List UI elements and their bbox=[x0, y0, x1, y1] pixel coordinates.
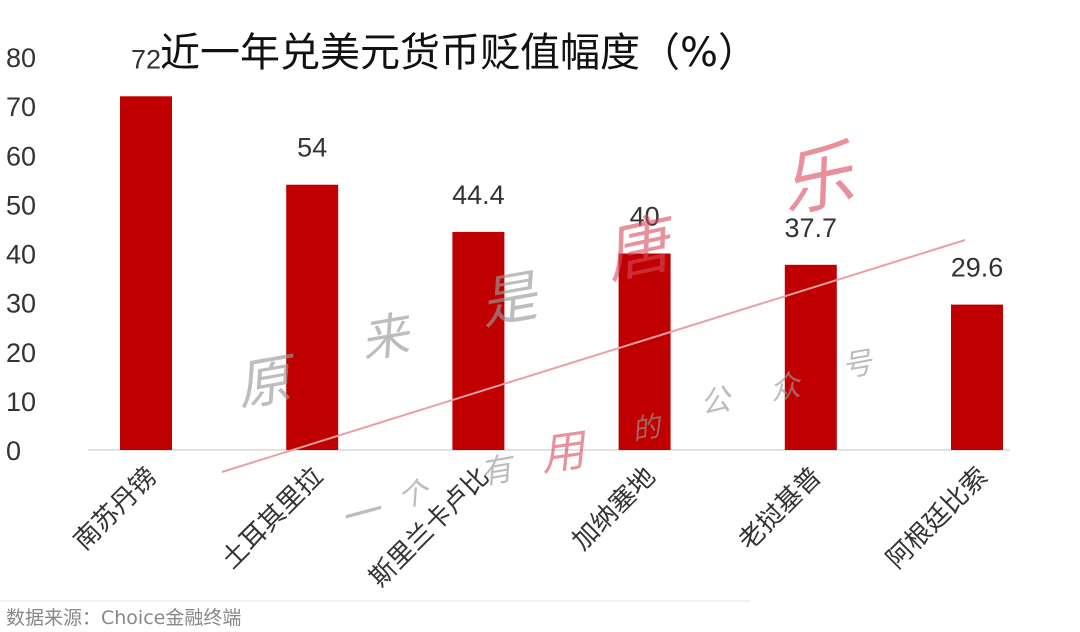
y-tick-label: 30 bbox=[6, 289, 36, 319]
category-label: 阿根廷比索 bbox=[881, 462, 994, 575]
bar-series bbox=[120, 96, 1003, 451]
y-tick-label: 0 bbox=[6, 436, 21, 466]
watermark-char: 用 bbox=[537, 424, 592, 481]
data-label: 29.6 bbox=[951, 253, 1004, 283]
bar bbox=[452, 231, 505, 450]
y-axis: 0 10 20 30 40 50 60 70 80 bbox=[6, 43, 36, 466]
y-tick-label: 10 bbox=[6, 387, 36, 417]
y-tick-label: 70 bbox=[6, 92, 36, 122]
watermark-char: 有 bbox=[477, 449, 519, 493]
data-label: 40 bbox=[630, 202, 660, 232]
data-labels: 72 54 44.4 40 37.7 29.6 bbox=[131, 44, 1003, 282]
bar bbox=[286, 184, 339, 450]
watermark-char: 乐 bbox=[772, 130, 865, 228]
y-tick-label: 60 bbox=[6, 141, 36, 171]
x-axis: 南苏丹镑 土耳其里拉 斯里兰卡卢比 加纳塞地 老挝基普 阿根廷比索 bbox=[68, 462, 994, 594]
data-label: 37.7 bbox=[785, 213, 838, 243]
data-label: 54 bbox=[297, 133, 327, 163]
y-tick-label: 20 bbox=[6, 338, 36, 368]
bar bbox=[951, 304, 1003, 450]
bar bbox=[784, 264, 837, 450]
watermark-char: 个 bbox=[395, 475, 434, 515]
source-note: 数据来源：Choice金融终端 bbox=[6, 607, 241, 629]
category-label: 老挝基普 bbox=[733, 462, 828, 557]
watermark-char: 号 bbox=[839, 345, 877, 385]
bar bbox=[618, 253, 671, 450]
category-label: 土耳其里拉 bbox=[216, 462, 329, 575]
watermark-line bbox=[221, 239, 966, 473]
data-label: 72 bbox=[131, 44, 161, 74]
y-tick-label: 40 bbox=[6, 240, 36, 270]
watermark-char: 来 bbox=[356, 306, 417, 370]
chart-title: 近一年兑美元货币贬值幅度（%） bbox=[160, 30, 758, 76]
y-tick-label: 50 bbox=[6, 190, 36, 220]
bar bbox=[120, 96, 172, 451]
watermark-char: 一 bbox=[335, 487, 388, 543]
watermark-char: 公 bbox=[698, 382, 737, 422]
watermark-char: 唐 bbox=[598, 206, 685, 294]
watermark-char: 是 bbox=[475, 264, 544, 338]
y-tick-label: 80 bbox=[6, 43, 36, 73]
category-label: 南苏丹镑 bbox=[68, 462, 163, 557]
data-label: 44.4 bbox=[452, 180, 505, 210]
